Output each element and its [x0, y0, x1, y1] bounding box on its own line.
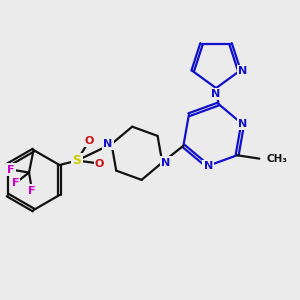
Text: S: S	[73, 154, 82, 167]
Text: N: N	[203, 161, 213, 171]
Text: O: O	[84, 136, 94, 146]
Text: N: N	[238, 66, 248, 76]
Text: N: N	[103, 139, 112, 149]
Text: O: O	[95, 158, 104, 169]
Text: F: F	[7, 164, 15, 175]
Text: CH₃: CH₃	[267, 154, 288, 164]
Text: F: F	[12, 178, 19, 188]
Text: N: N	[161, 158, 170, 167]
Text: F: F	[28, 185, 36, 196]
Text: N: N	[238, 118, 247, 129]
Text: N: N	[212, 89, 221, 99]
